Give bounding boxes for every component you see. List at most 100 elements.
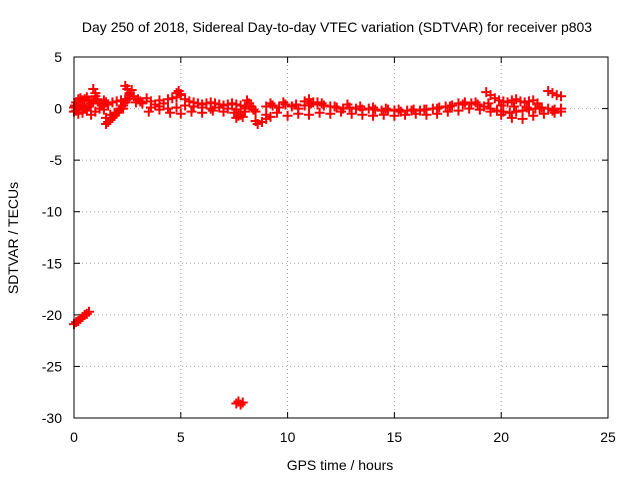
data-point (214, 102, 225, 113)
data-point (556, 106, 567, 117)
y-tick-label: -20 (42, 307, 62, 323)
data-point (162, 103, 173, 114)
data-point (145, 102, 156, 113)
y-tick-label: -5 (50, 152, 63, 168)
data-point (81, 105, 92, 116)
data-point (528, 110, 539, 121)
data-point (118, 103, 129, 114)
data-point (124, 88, 135, 99)
data-point (325, 108, 336, 119)
data-point (368, 102, 379, 113)
data-point (197, 102, 208, 113)
data-point (521, 102, 532, 113)
data-point (250, 106, 261, 117)
data-point (188, 101, 199, 112)
data-point (111, 96, 122, 107)
data-point (453, 105, 464, 116)
x-tick-label: 25 (600, 429, 616, 445)
data-point (357, 109, 368, 120)
y-tick-label: 0 (54, 101, 62, 117)
plot-frame (73, 56, 609, 419)
data-point (314, 107, 325, 118)
data-point (355, 101, 366, 112)
data-point (496, 109, 507, 120)
data-point (291, 99, 302, 110)
data-point (511, 106, 522, 117)
x-tick-label: 0 (70, 429, 78, 445)
data-point (506, 112, 517, 123)
data-point (342, 99, 353, 110)
data-point (515, 96, 526, 107)
data-point (336, 106, 346, 117)
data-point (517, 113, 528, 124)
data-point (271, 107, 282, 118)
data-point (523, 96, 534, 107)
data-point (293, 108, 304, 119)
data-point (346, 108, 357, 119)
data-point (519, 97, 530, 108)
data-point (491, 105, 502, 116)
data-point (498, 96, 509, 107)
y-tick-label: -30 (42, 410, 62, 426)
data-point (154, 101, 165, 112)
data-point (186, 106, 197, 117)
data-point (107, 97, 118, 108)
data-point (506, 95, 517, 106)
data-point (231, 104, 242, 115)
data-point (419, 104, 430, 115)
data-point (380, 103, 391, 114)
x-tick-label: 10 (280, 429, 296, 445)
y-tick-label: -25 (42, 358, 62, 374)
data-point (485, 106, 496, 117)
data-point (432, 103, 443, 114)
data-point (534, 103, 545, 114)
data-point (237, 111, 248, 122)
data-point (368, 110, 379, 121)
chart-title: Day 250 of 2018, Sidereal Day-to-day VTE… (82, 19, 592, 35)
y-axis-label: SDTVAR / TECUs (5, 182, 21, 294)
y-tick-label: 5 (54, 49, 62, 65)
data-point (509, 101, 520, 112)
data-point (444, 101, 455, 112)
data-point (457, 99, 468, 110)
data-point (442, 106, 453, 117)
data-point (180, 100, 191, 111)
x-tick-label: 5 (177, 429, 185, 445)
data-point (167, 93, 178, 104)
tick-layer (73, 56, 609, 419)
data-point (137, 97, 148, 108)
x-tick-label: 15 (387, 429, 403, 445)
data-point (316, 98, 327, 109)
data-point (363, 103, 374, 114)
data-point (483, 98, 494, 109)
data-point (175, 90, 186, 101)
data-point (227, 98, 238, 109)
data-point (209, 98, 220, 109)
data-point (329, 101, 340, 112)
data-point (237, 397, 248, 408)
data-point (421, 109, 432, 120)
data-point (551, 90, 562, 101)
data-point (466, 98, 477, 109)
data-point (83, 306, 94, 317)
data-point (400, 109, 411, 120)
data-point (556, 91, 567, 102)
y-tick-label: -15 (42, 255, 62, 271)
data-point (222, 103, 233, 114)
data-point (312, 99, 323, 110)
data-point (406, 105, 417, 116)
data-point (282, 110, 293, 121)
data-point (547, 105, 558, 116)
data-point (239, 103, 250, 114)
data-point (261, 109, 272, 120)
data-point (474, 104, 485, 115)
data-layer (69, 80, 567, 410)
data-point (184, 96, 195, 107)
data-point (205, 103, 216, 114)
data-point (470, 97, 481, 108)
data-point (115, 95, 126, 106)
data-point (201, 98, 212, 109)
data-point (538, 108, 549, 119)
